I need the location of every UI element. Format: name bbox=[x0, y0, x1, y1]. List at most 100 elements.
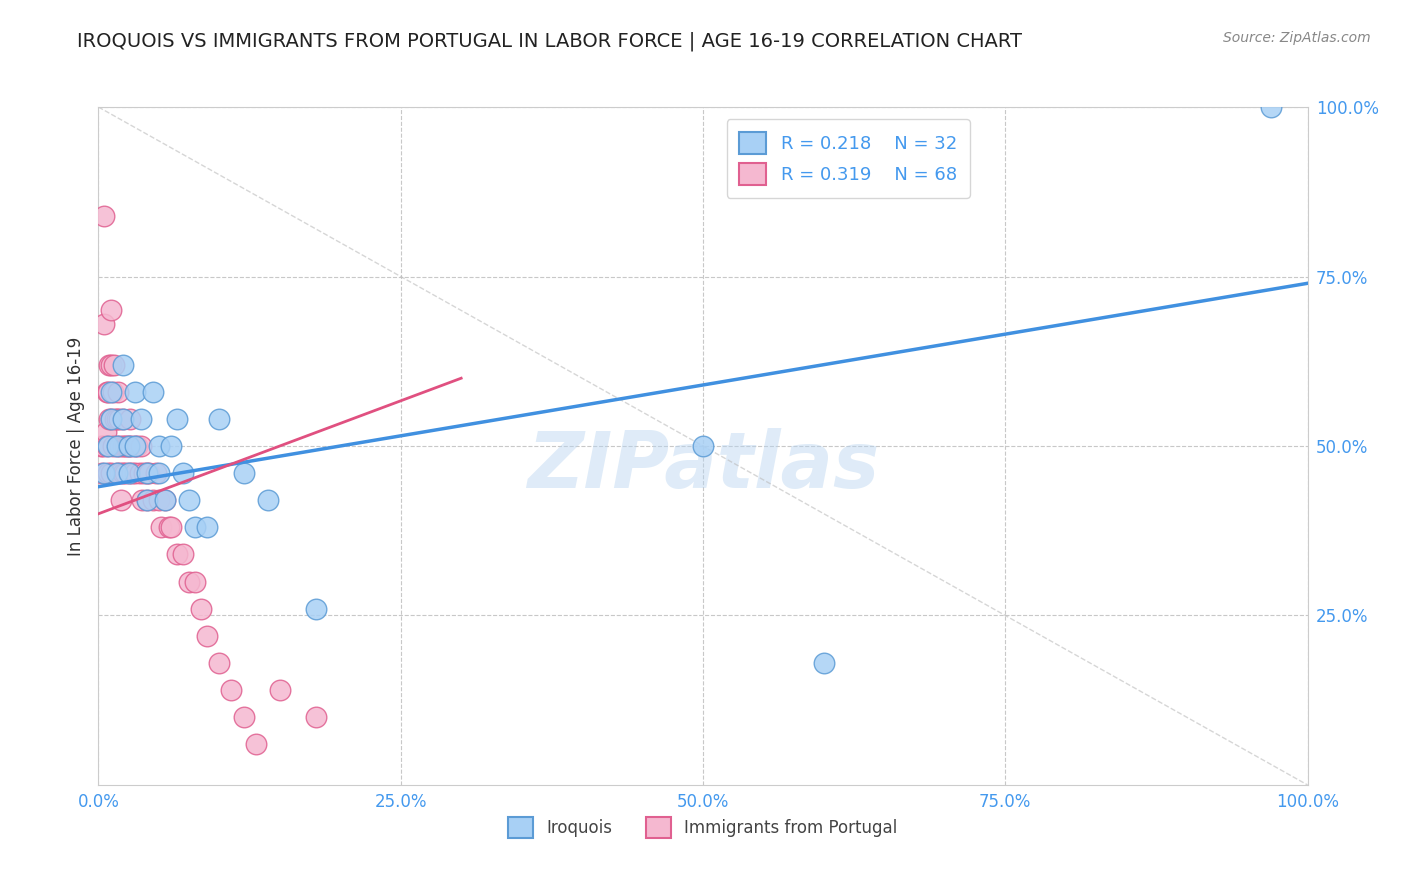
Point bbox=[245, 737, 267, 751]
Point bbox=[142, 493, 165, 508]
Point bbox=[142, 384, 165, 399]
Point bbox=[166, 412, 188, 426]
Point bbox=[232, 466, 254, 480]
Point bbox=[135, 466, 157, 480]
Point bbox=[305, 601, 328, 615]
Point bbox=[153, 493, 176, 508]
Point bbox=[190, 601, 212, 615]
Point bbox=[148, 439, 170, 453]
Point bbox=[195, 629, 218, 643]
Point bbox=[134, 466, 156, 480]
Point bbox=[813, 656, 835, 670]
Point bbox=[108, 439, 131, 453]
Point bbox=[1260, 100, 1282, 114]
Point bbox=[118, 412, 141, 426]
Point bbox=[93, 466, 115, 480]
Point bbox=[105, 466, 128, 480]
Point bbox=[105, 439, 128, 453]
Point bbox=[101, 439, 124, 453]
Point bbox=[305, 710, 328, 724]
Point bbox=[128, 466, 150, 480]
Point bbox=[124, 384, 146, 399]
Point bbox=[184, 520, 207, 534]
Point bbox=[135, 493, 157, 508]
Legend: Iroquois, Immigrants from Portugal: Iroquois, Immigrants from Portugal bbox=[502, 811, 904, 845]
Point bbox=[135, 493, 157, 508]
Point bbox=[98, 412, 121, 426]
Point bbox=[256, 493, 278, 508]
Point bbox=[111, 358, 134, 372]
Point bbox=[105, 439, 128, 453]
Point bbox=[129, 439, 152, 453]
Point bbox=[208, 656, 231, 670]
Point bbox=[138, 466, 160, 480]
Point bbox=[90, 439, 112, 453]
Point bbox=[131, 493, 153, 508]
Point bbox=[127, 439, 149, 453]
Point bbox=[91, 439, 114, 453]
Point bbox=[100, 303, 122, 318]
Point bbox=[118, 439, 141, 453]
Point bbox=[148, 493, 170, 508]
Point bbox=[110, 493, 132, 508]
Point bbox=[172, 548, 194, 562]
Point bbox=[91, 466, 114, 480]
Point bbox=[97, 384, 120, 399]
Point bbox=[111, 412, 134, 426]
Text: ZIPatlas: ZIPatlas bbox=[527, 428, 879, 504]
Point bbox=[184, 574, 207, 589]
Point bbox=[160, 520, 183, 534]
Point bbox=[98, 358, 121, 372]
Point bbox=[208, 412, 231, 426]
Point bbox=[97, 439, 120, 453]
Point bbox=[124, 466, 146, 480]
Point bbox=[118, 466, 141, 480]
Point bbox=[153, 493, 176, 508]
Point bbox=[118, 466, 141, 480]
Point bbox=[100, 466, 122, 480]
Point bbox=[100, 358, 122, 372]
Point bbox=[101, 384, 124, 399]
Point bbox=[100, 384, 122, 399]
Point bbox=[148, 466, 170, 480]
Point bbox=[124, 439, 146, 453]
Point bbox=[195, 520, 218, 534]
Point bbox=[124, 439, 146, 453]
Point bbox=[114, 439, 136, 453]
Point bbox=[111, 439, 134, 453]
Point bbox=[179, 493, 201, 508]
Text: Source: ZipAtlas.com: Source: ZipAtlas.com bbox=[1223, 31, 1371, 45]
Text: IROQUOIS VS IMMIGRANTS FROM PORTUGAL IN LABOR FORCE | AGE 16-19 CORRELATION CHAR: IROQUOIS VS IMMIGRANTS FROM PORTUGAL IN … bbox=[77, 31, 1022, 51]
Point bbox=[121, 466, 143, 480]
Point bbox=[120, 439, 142, 453]
Point bbox=[166, 548, 188, 562]
Point bbox=[96, 384, 118, 399]
Point bbox=[96, 439, 118, 453]
Point bbox=[145, 466, 167, 480]
Point bbox=[135, 466, 157, 480]
Point bbox=[93, 209, 115, 223]
Point bbox=[692, 439, 714, 453]
Point bbox=[104, 412, 127, 426]
Point bbox=[118, 439, 141, 453]
Point bbox=[100, 412, 122, 426]
Point bbox=[150, 520, 173, 534]
Point bbox=[114, 466, 136, 480]
Point bbox=[94, 425, 117, 440]
Point bbox=[97, 466, 120, 480]
Point bbox=[172, 466, 194, 480]
Point bbox=[100, 412, 122, 426]
Point bbox=[107, 384, 129, 399]
Point bbox=[108, 412, 131, 426]
Point bbox=[232, 710, 254, 724]
Point bbox=[111, 412, 134, 426]
Point bbox=[105, 412, 128, 426]
Point bbox=[157, 520, 180, 534]
Point bbox=[221, 683, 243, 698]
Point bbox=[103, 358, 125, 372]
Point bbox=[117, 439, 139, 453]
Point bbox=[160, 439, 183, 453]
Point bbox=[129, 412, 152, 426]
Point bbox=[111, 466, 134, 480]
Point bbox=[105, 466, 128, 480]
